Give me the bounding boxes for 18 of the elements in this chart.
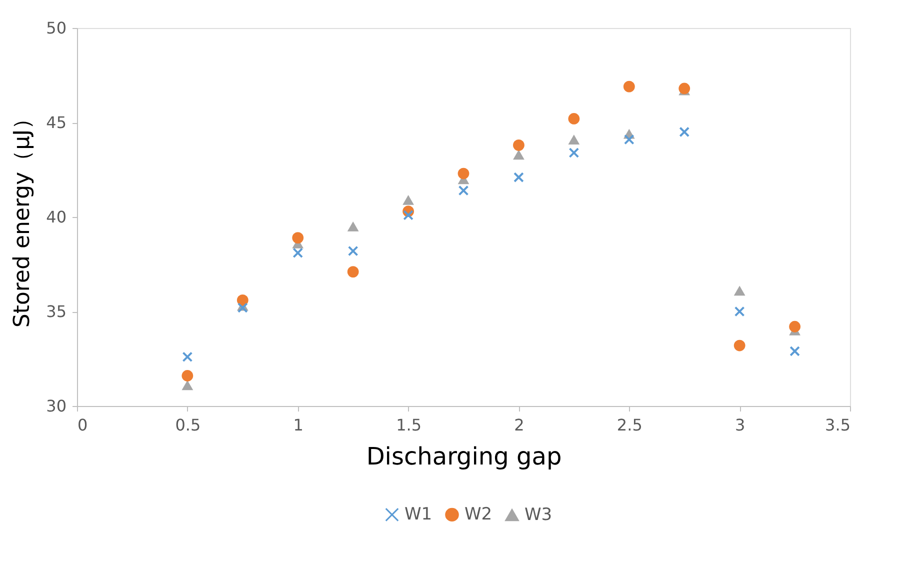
x-tick-label: 0 — [78, 416, 88, 434]
x-tick-label: 3.5 — [825, 416, 850, 434]
x-tick-label: 0.5 — [175, 416, 201, 434]
x-tick-label: 1.5 — [396, 416, 422, 434]
y-tick-label: 50 — [46, 18, 66, 38]
y-tick-label: 40 — [46, 208, 66, 226]
x-tick-label: 2.5 — [616, 416, 642, 434]
x-tick-label: 1 — [293, 416, 304, 434]
legend-label: W2 — [464, 504, 492, 525]
y-tick-label: 35 — [46, 302, 66, 321]
y-axis-title: Stored energy（μJ） — [10, 107, 36, 328]
x-tick-label: 3 — [734, 416, 746, 434]
y-tick-label: 45 — [46, 113, 66, 132]
legend-label: W1 — [404, 504, 432, 525]
legend-label: W3 — [524, 505, 552, 526]
x-axis-title: Discharging gap — [366, 442, 562, 470]
y-tick-label: 30 — [46, 396, 66, 416]
x-tick-label: 2 — [514, 416, 524, 434]
